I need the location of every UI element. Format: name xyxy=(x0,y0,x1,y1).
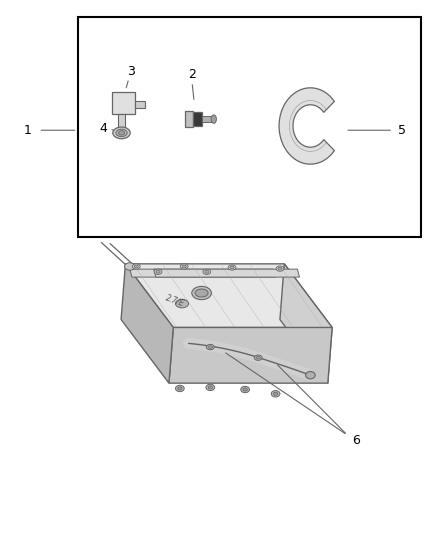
Text: 2.7/E: 2.7/E xyxy=(165,293,186,309)
Ellipse shape xyxy=(205,270,209,273)
Ellipse shape xyxy=(195,289,208,297)
Ellipse shape xyxy=(203,269,211,274)
Polygon shape xyxy=(130,269,276,277)
FancyBboxPatch shape xyxy=(202,116,214,122)
Text: 6: 6 xyxy=(352,434,360,447)
Ellipse shape xyxy=(116,129,127,136)
Text: 1: 1 xyxy=(24,124,32,137)
Polygon shape xyxy=(154,269,300,277)
Ellipse shape xyxy=(134,265,138,268)
Ellipse shape xyxy=(182,265,186,268)
Ellipse shape xyxy=(208,346,212,349)
Text: 3: 3 xyxy=(127,65,134,78)
Ellipse shape xyxy=(271,391,280,397)
Ellipse shape xyxy=(208,386,212,389)
Ellipse shape xyxy=(306,372,315,379)
Text: 2: 2 xyxy=(188,68,196,81)
Text: 4: 4 xyxy=(100,122,108,135)
Ellipse shape xyxy=(176,300,188,308)
Ellipse shape xyxy=(206,344,214,350)
Ellipse shape xyxy=(118,131,124,135)
FancyBboxPatch shape xyxy=(118,114,124,130)
Ellipse shape xyxy=(132,264,140,269)
Ellipse shape xyxy=(192,286,212,300)
Ellipse shape xyxy=(278,267,282,270)
Ellipse shape xyxy=(228,265,236,270)
Polygon shape xyxy=(280,264,332,383)
Polygon shape xyxy=(125,264,332,327)
Ellipse shape xyxy=(276,266,284,271)
Ellipse shape xyxy=(211,115,216,123)
FancyBboxPatch shape xyxy=(135,101,145,109)
Ellipse shape xyxy=(176,385,184,392)
Polygon shape xyxy=(169,327,332,383)
Ellipse shape xyxy=(254,355,262,360)
Ellipse shape xyxy=(156,270,160,273)
Bar xyxy=(78,17,421,237)
Ellipse shape xyxy=(273,392,278,395)
Ellipse shape xyxy=(113,127,130,139)
Polygon shape xyxy=(279,88,334,164)
Text: 5: 5 xyxy=(398,124,406,137)
Ellipse shape xyxy=(256,357,260,359)
Ellipse shape xyxy=(241,386,250,393)
Ellipse shape xyxy=(154,269,162,274)
Polygon shape xyxy=(121,264,173,383)
FancyBboxPatch shape xyxy=(113,92,135,114)
FancyBboxPatch shape xyxy=(185,111,193,127)
Ellipse shape xyxy=(180,264,188,269)
Ellipse shape xyxy=(243,388,247,391)
Ellipse shape xyxy=(124,263,135,270)
FancyBboxPatch shape xyxy=(193,112,202,126)
Ellipse shape xyxy=(178,387,182,390)
Ellipse shape xyxy=(206,384,215,391)
Ellipse shape xyxy=(230,266,234,269)
